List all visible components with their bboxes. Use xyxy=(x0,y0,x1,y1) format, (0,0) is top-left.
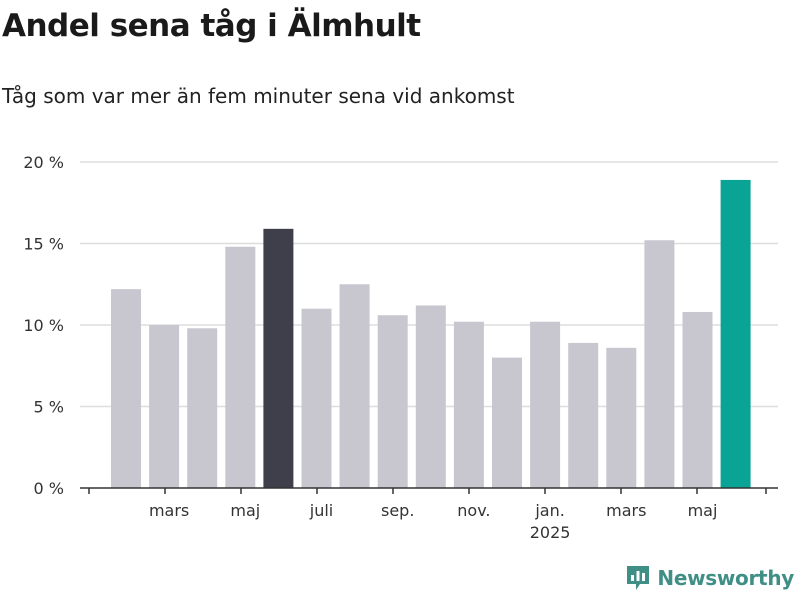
bar-2025-06 xyxy=(720,179,751,488)
x-tick-label: jan. xyxy=(534,501,564,520)
bar-2024-02 xyxy=(111,289,141,488)
bar-2024-09 xyxy=(377,315,408,488)
x-axis-labels: mars maj juli sep. nov. jan. 2025 mars maj xyxy=(149,501,717,542)
y-tick-label: 20 % xyxy=(23,153,64,172)
x-tick-label: nov. xyxy=(457,501,490,520)
bar-2024-05 xyxy=(225,246,256,488)
x-tick-year-label: 2025 xyxy=(530,523,571,542)
bar-2024-04 xyxy=(187,328,218,488)
x-tick-label: mars xyxy=(149,501,189,520)
bar-2024-06 xyxy=(263,228,294,488)
bar-2024-11 xyxy=(453,321,484,488)
x-tick-label: juli xyxy=(309,501,333,520)
y-tick-label: 0 % xyxy=(34,479,64,498)
bar-2025-01 xyxy=(530,321,561,488)
bar-2025-04 xyxy=(644,240,675,488)
bar-2024-08 xyxy=(339,284,370,488)
x-tick-label: sep. xyxy=(381,501,414,520)
bar-2024-03 xyxy=(149,325,180,488)
x-axis xyxy=(80,487,778,494)
y-tick-label: 10 % xyxy=(23,316,64,335)
bar-2024-07 xyxy=(301,308,332,488)
bar-2025-03 xyxy=(606,347,637,488)
chart-title: Andel sena tåg i Älmhult xyxy=(2,8,421,44)
brand-logo[interactable]: Newsworthy xyxy=(625,564,794,592)
bar-chart-logo-icon xyxy=(627,566,650,590)
y-axis-labels: 0 % 5 % 10 % 15 % 20 % xyxy=(23,153,64,498)
bar-2025-02 xyxy=(568,342,599,488)
chart-subtitle: Tåg som var mer än fem minuter sena vid … xyxy=(2,84,515,108)
bar-2024-10 xyxy=(415,305,446,488)
y-tick-label: 5 % xyxy=(34,398,64,417)
bar-2024-12 xyxy=(492,357,522,488)
y-tick-label: 15 % xyxy=(23,235,64,254)
brand-name: Newsworthy xyxy=(657,566,794,590)
bars xyxy=(111,179,751,488)
x-tick-label: maj xyxy=(688,501,718,520)
x-tick-label: maj xyxy=(230,501,260,520)
bar-2025-05 xyxy=(682,311,713,488)
x-tick-label: mars xyxy=(606,501,646,520)
bar-chart: 0 % 5 % 10 % 15 % 20 % mars maj juli sep. nov. ja… xyxy=(23,153,778,542)
